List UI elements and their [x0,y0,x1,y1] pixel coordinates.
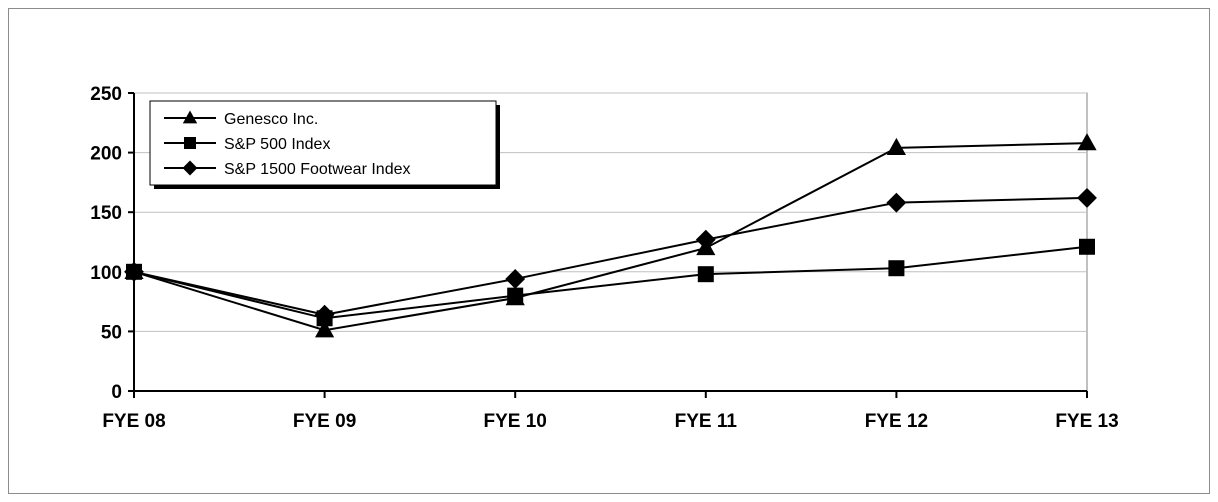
legend-label-genesco-inc: Genesco Inc. [224,111,318,128]
legend-label-s-p-1500-footwear-index: S&P 1500 Footwear Index [224,161,411,178]
series-line-s-p-500-index [133,245,1088,320]
x-tick-label: FYE 11 [675,411,738,432]
x-tick-label: FYE 09 [293,411,356,432]
data-point-s-p-1500-footwear-index [1077,187,1097,208]
legend-marker-s-p-500-index [184,137,196,149]
data-point-s-p-500-index [1079,238,1095,255]
y-tick-label: 250 [90,84,122,105]
y-tick-label: 200 [90,144,122,165]
data-point-s-p-1500-footwear-index [695,229,716,250]
data-point-genesco-inc [886,137,906,156]
data-point-genesco-inc [1077,133,1097,151]
data-point-genesco-inc [315,320,335,338]
x-tick-label: FYE 10 [484,411,547,432]
y-tick-label: 0 [111,382,122,403]
legend-marker-s-p-1500-footwear-index [182,160,198,176]
data-point-s-p-500-index [888,260,905,277]
data-point-s-p-500-index [507,287,524,304]
series-line-s-p-1500-footwear-index [133,196,1088,316]
data-point-s-p-1500-footwear-index [886,192,907,213]
y-tick-label: 100 [90,263,122,284]
y-tick-label: 150 [90,203,122,224]
data-point-s-p-500-index [697,266,714,283]
legend-marker-genesco-inc [182,110,198,124]
x-tick-label: FYE 12 [865,411,928,432]
x-tick-label: FYE 13 [1055,411,1118,432]
y-tick-label: 50 [101,322,122,343]
series-line-genesco-inc [133,142,1088,332]
data-point-s-p-1500-footwear-index [124,261,144,282]
data-point-s-p-1500-footwear-index [505,269,526,289]
x-tick-label: FYE 08 [102,411,165,432]
data-point-s-p-1500-footwear-index [314,304,335,325]
legend-label-s-p-500-index: S&P 500 Index [224,136,330,153]
